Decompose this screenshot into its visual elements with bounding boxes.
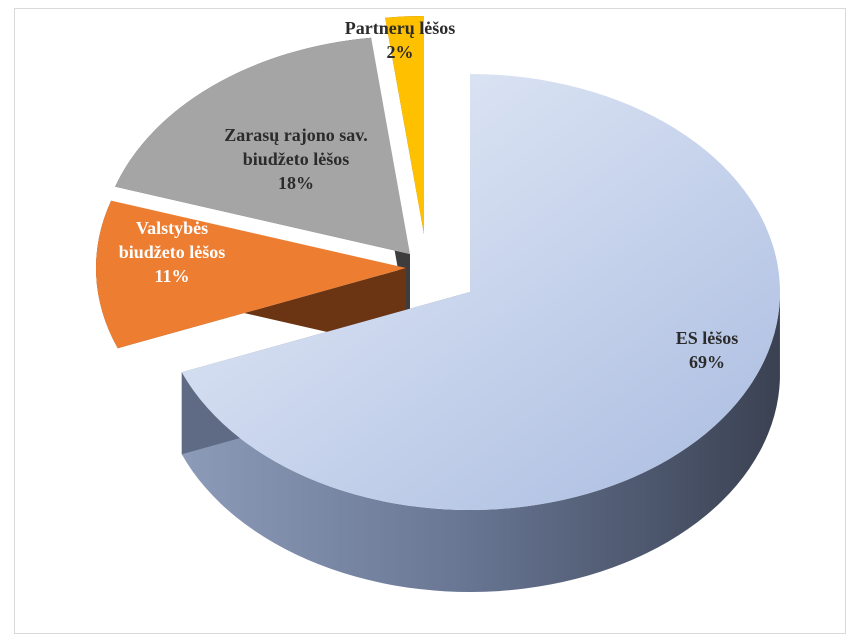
- data-label-partneru-lesos: Partnerų lėšos 2%: [345, 18, 455, 62]
- pie-slice-top: [181, 74, 781, 510]
- data-label-valstybes-biudzeto-lesos: Valstybės biudžeto lėšos 11%: [119, 218, 226, 286]
- pie-slice-es-lesos: [181, 74, 781, 592]
- pie-slice-zarasu-rajono-sav-biudzeto-lesos: [115, 37, 410, 336]
- pie-slice-partneru-lesos: [385, 16, 424, 316]
- pie-slice-side: [181, 296, 780, 592]
- pie-slice-top: [95, 200, 406, 349]
- pie-slice-top: [385, 16, 424, 234]
- data-label-zarasu-rajono-sav-biudzeto-lesos: Zarasų rajono sav. biudžeto lėšos 18%: [224, 125, 368, 193]
- data-label-es-lesos: ES lėšos 69%: [676, 328, 739, 372]
- pie-slice-valstybes-biudzeto-lesos: [95, 200, 406, 350]
- pie-slice-top: [115, 37, 410, 254]
